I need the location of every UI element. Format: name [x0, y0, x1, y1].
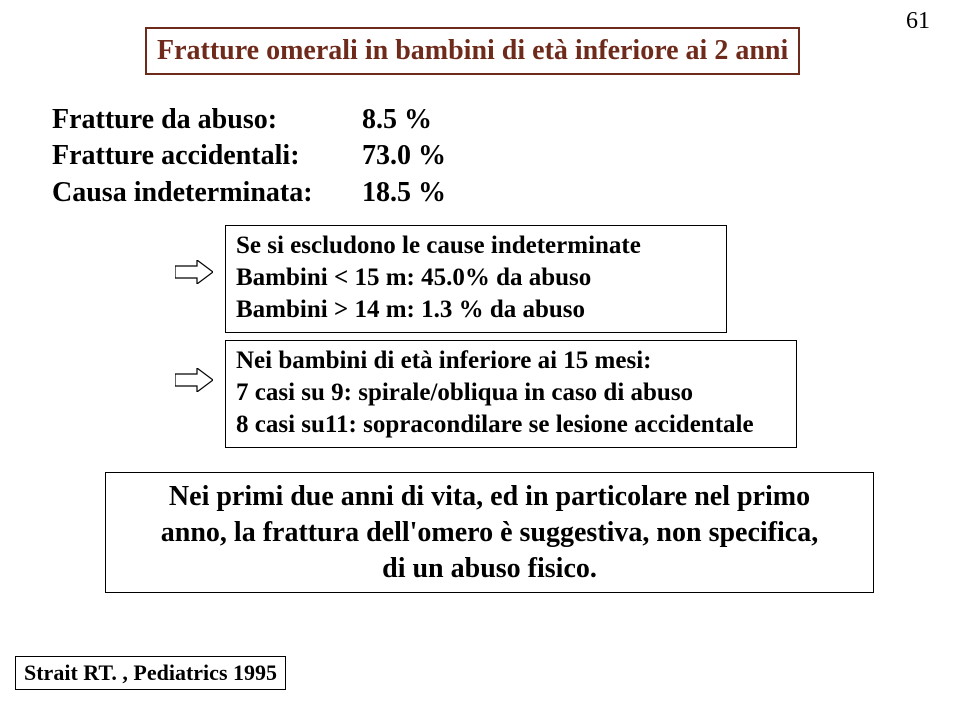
box-line: Nei primi due anni di vita, ed in partic… — [116, 479, 863, 515]
box-line: 8 casi su11: sopracondilare se lesione a… — [236, 409, 786, 441]
title-box: Fratture omerali in bambini di età infer… — [145, 27, 800, 75]
box-line: Bambini < 15 m: 45.0% da abuso — [236, 262, 716, 294]
slide: 61 Fratture omerali in bambini di età in… — [0, 0, 960, 706]
box-line: di un abuso fisico. — [116, 551, 863, 587]
stats-value: 8.5 % — [362, 102, 432, 138]
cases-box: Nei bambini di età inferiore ai 15 mesi:… — [225, 340, 797, 448]
box-line: 7 casi su 9: spirale/obliqua in caso di … — [236, 377, 786, 409]
stats-value: 18.5 % — [362, 175, 446, 211]
stats-value: 73.0 % — [362, 138, 446, 174]
arrow-right-icon — [175, 260, 213, 284]
box-line: Nei bambini di età inferiore ai 15 mesi: — [236, 345, 786, 377]
exclusion-box: Se si escludono le cause indeterminate B… — [225, 225, 727, 333]
page-number: 61 — [906, 8, 930, 35]
stats-block: Fratture da abuso: 8.5 % Fratture accide… — [52, 102, 446, 211]
box-line: Bambini > 14 m: 1.3 % da abuso — [236, 294, 716, 326]
stats-row: Fratture da abuso: 8.5 % — [52, 102, 446, 138]
stats-label: Fratture da abuso: — [52, 102, 362, 138]
stats-row: Causa indeterminata: 18.5 % — [52, 175, 446, 211]
citation-box: Strait RT. , Pediatrics 1995 — [15, 656, 286, 690]
stats-row: Fratture accidentali: 73.0 % — [52, 138, 446, 174]
box-line: Se si escludono le cause indeterminate — [236, 230, 716, 262]
box-line: anno, la frattura dell'omero è suggestiv… — [116, 515, 863, 551]
stats-label: Causa indeterminata: — [52, 175, 362, 211]
stats-label: Fratture accidentali: — [52, 138, 362, 174]
conclusion-box: Nei primi due anni di vita, ed in partic… — [105, 472, 874, 593]
arrow-right-icon — [175, 368, 213, 392]
